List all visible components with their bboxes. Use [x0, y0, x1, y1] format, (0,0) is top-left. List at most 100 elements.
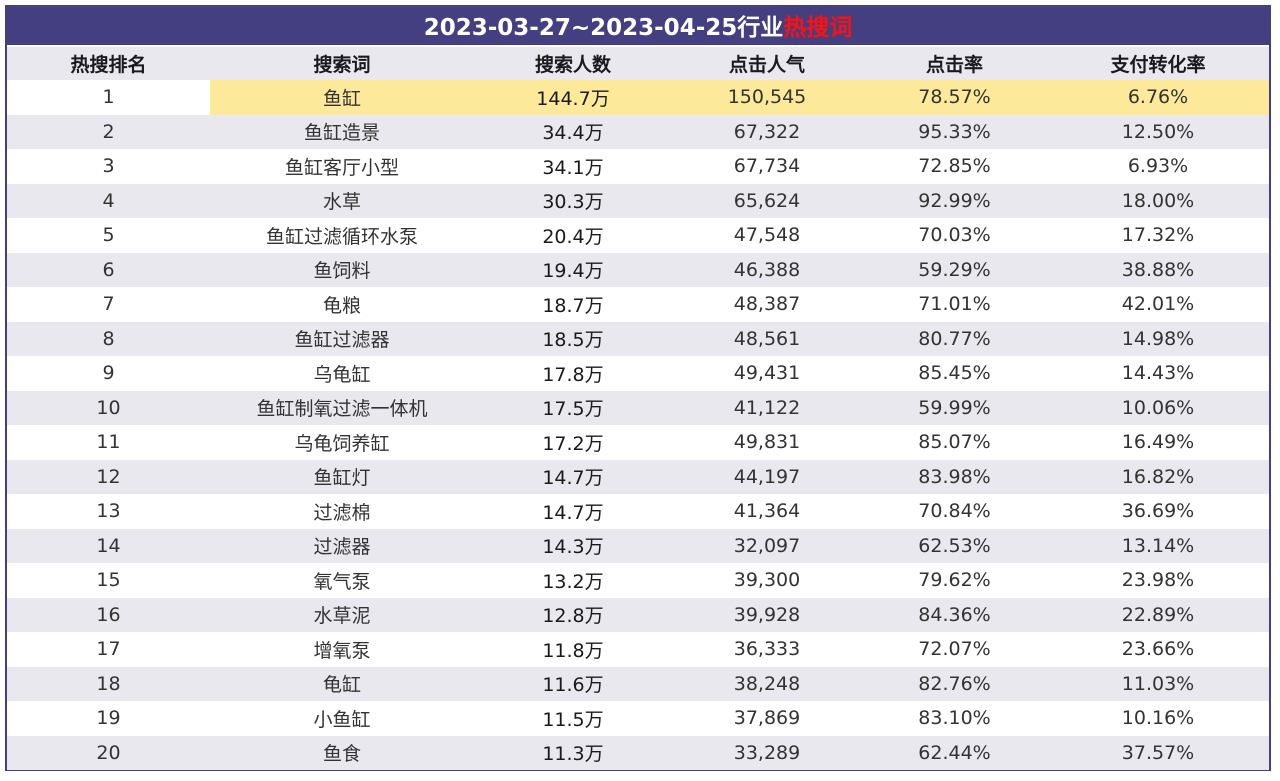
- table-row: 1 鱼缸 144.7万 150,545 78.57% 6.76%: [7, 80, 1269, 115]
- column-header-click-rate: 点击率: [862, 47, 1047, 80]
- column-header-conversion-rate: 支付转化率: [1047, 47, 1269, 80]
- table-row: 6 鱼饲料 19.4万 46,388 59.29% 38.88%: [7, 252, 1269, 287]
- cell-rank: 13: [96, 500, 121, 523]
- cell-searchers: 18.7万: [542, 294, 604, 317]
- cell-click-popularity: 48,387: [733, 293, 801, 316]
- cell-searchers: 30.3万: [474, 183, 672, 218]
- cell-click-popularity: 37,869: [733, 707, 801, 730]
- cell-conversion-rate: 23.98%: [1121, 569, 1195, 592]
- cell-searchers: 14.7万: [542, 501, 604, 524]
- cell-searchers: 11.5万: [542, 708, 604, 731]
- cell-rank: 3: [102, 155, 115, 178]
- cell-click-popularity: 41,364: [733, 500, 801, 523]
- cell-click-rate: 80.77%: [862, 321, 1047, 356]
- cell-conversion-rate: 13.14%: [1047, 528, 1269, 563]
- table-row: 3 鱼缸客厅小型 34.1万 67,734 72.85% 6.93%: [7, 149, 1269, 184]
- cell-searchers: 11.3万: [474, 735, 672, 770]
- cell-click-popularity: 67,734: [733, 155, 801, 178]
- cell-searchers: 17.8万: [542, 363, 604, 386]
- cell-click-popularity: 39,300: [733, 569, 801, 592]
- table-row: 17 增氧泵 11.8万 36,333 72.07% 23.66%: [7, 632, 1269, 667]
- table-row: 12 鱼缸灯 14.7万 44,197 83.98% 16.82%: [7, 459, 1269, 494]
- cell-click-rate: 70.84%: [918, 500, 991, 523]
- table-row: 10 鱼缸制氧过滤一体机 17.5万 41,122 59.99% 10.06%: [7, 390, 1269, 425]
- cell-rank: 15: [96, 569, 121, 592]
- cell-click-popularity: 32,097: [672, 528, 862, 563]
- cell-searchers: 14.7万: [474, 459, 672, 494]
- cell-searchers: 20.4万: [542, 225, 604, 248]
- cell-conversion-rate: 22.89%: [1047, 597, 1269, 632]
- table-row: 18 龟缸 11.6万 38,248 82.76% 11.03%: [7, 666, 1269, 701]
- cell-searchers: 11.6万: [474, 666, 672, 701]
- cell-searchers: 18.5万: [474, 321, 672, 356]
- cell-conversion-rate: 6.76%: [1047, 80, 1269, 115]
- cell-searchers: 34.4万: [474, 114, 672, 149]
- cell-click-popularity: 49,431: [733, 362, 801, 385]
- header-row: 热搜排名 搜索词 搜索人数 点击人气 点击率 支付转化率: [7, 47, 1269, 80]
- cell-searchers: 19.4万: [474, 252, 672, 287]
- table-title: 2023-03-27~2023-04-25行业 热搜词: [7, 5, 1269, 45]
- cell-click-popularity: 33,289: [672, 735, 862, 770]
- cell-rank: 10: [7, 390, 210, 425]
- cell-conversion-rate: 14.43%: [1121, 362, 1195, 385]
- cell-conversion-rate: 11.03%: [1047, 666, 1269, 701]
- cell-click-popularity: 39,928: [672, 597, 862, 632]
- cell-rank: 2: [7, 114, 210, 149]
- cell-conversion-rate: 36.69%: [1121, 500, 1195, 523]
- table-row: 9 乌龟缸 17.8万 49,431 85.45% 14.43%: [7, 356, 1269, 391]
- cell-click-rate: 85.07%: [918, 431, 991, 454]
- cell-conversion-rate: 17.32%: [1121, 224, 1195, 247]
- cell-click-rate: 85.45%: [918, 362, 991, 385]
- cell-conversion-rate: 18.00%: [1047, 183, 1269, 218]
- cell-click-rate: 70.03%: [918, 224, 991, 247]
- table-row: 16 水草泥 12.8万 39,928 84.36% 22.89%: [7, 597, 1269, 632]
- cell-rank: 11: [96, 431, 121, 454]
- cell-search-term: 鱼饲料: [210, 252, 474, 287]
- column-header-click-popularity: 点击人气: [672, 47, 862, 80]
- cell-conversion-rate: 14.98%: [1047, 321, 1269, 356]
- cell-searchers: 13.2万: [542, 570, 604, 593]
- cell-click-rate: 78.57%: [862, 80, 1047, 115]
- cell-click-popularity: 41,122: [672, 390, 862, 425]
- cell-searchers: 14.3万: [474, 528, 672, 563]
- cell-rank: 14: [7, 528, 210, 563]
- cell-conversion-rate: 23.66%: [1121, 638, 1195, 661]
- cell-click-popularity: 150,545: [672, 80, 862, 115]
- cell-search-term: 增氧泵: [313, 639, 371, 662]
- cell-conversion-rate: 10.06%: [1047, 390, 1269, 425]
- table-row: 7 龟粮 18.7万 48,387 71.01% 42.01%: [7, 287, 1269, 322]
- cell-conversion-rate: 38.88%: [1047, 252, 1269, 287]
- cell-click-popularity: 44,197: [672, 459, 862, 494]
- cell-click-rate: 72.07%: [918, 638, 991, 661]
- cell-searchers: 11.8万: [542, 639, 604, 662]
- table-row: 13 过滤棉 14.7万 41,364 70.84% 36.69%: [7, 494, 1269, 529]
- title-highlight: 热搜词: [783, 15, 853, 41]
- cell-click-rate: 95.33%: [862, 114, 1047, 149]
- cell-rank: 4: [7, 183, 210, 218]
- cell-rank: 1: [7, 80, 210, 115]
- cell-rank: 7: [102, 293, 115, 316]
- cell-rank: 18: [7, 666, 210, 701]
- cell-search-term: 水草泥: [210, 597, 474, 632]
- cell-click-rate: 92.99%: [862, 183, 1047, 218]
- cell-click-popularity: 67,322: [672, 114, 862, 149]
- cell-click-rate: 83.10%: [918, 707, 991, 730]
- cell-click-rate: 82.76%: [862, 666, 1047, 701]
- cell-rank: 17: [96, 638, 121, 661]
- cell-conversion-rate: 16.82%: [1047, 459, 1269, 494]
- cell-search-term: 鱼缸造景: [210, 114, 474, 149]
- cell-search-term: 鱼缸灯: [210, 459, 474, 494]
- cell-conversion-rate: 6.93%: [1127, 155, 1189, 178]
- cell-click-popularity: 47,548: [733, 224, 801, 247]
- cell-click-rate: 72.85%: [918, 155, 991, 178]
- table-row: 2 鱼缸造景 34.4万 67,322 95.33% 12.50%: [7, 114, 1269, 149]
- cell-click-rate: 79.62%: [918, 569, 991, 592]
- cell-search-term: 鱼缸制氧过滤一体机: [210, 390, 474, 425]
- cell-conversion-rate: 12.50%: [1047, 114, 1269, 149]
- cell-rank: 16: [7, 597, 210, 632]
- cell-search-term: 龟粮: [322, 294, 361, 317]
- cell-click-popularity: 36,333: [733, 638, 801, 661]
- cell-click-rate: 62.44%: [862, 735, 1047, 770]
- cell-click-rate: 62.53%: [862, 528, 1047, 563]
- cell-click-rate: 59.99%: [862, 390, 1047, 425]
